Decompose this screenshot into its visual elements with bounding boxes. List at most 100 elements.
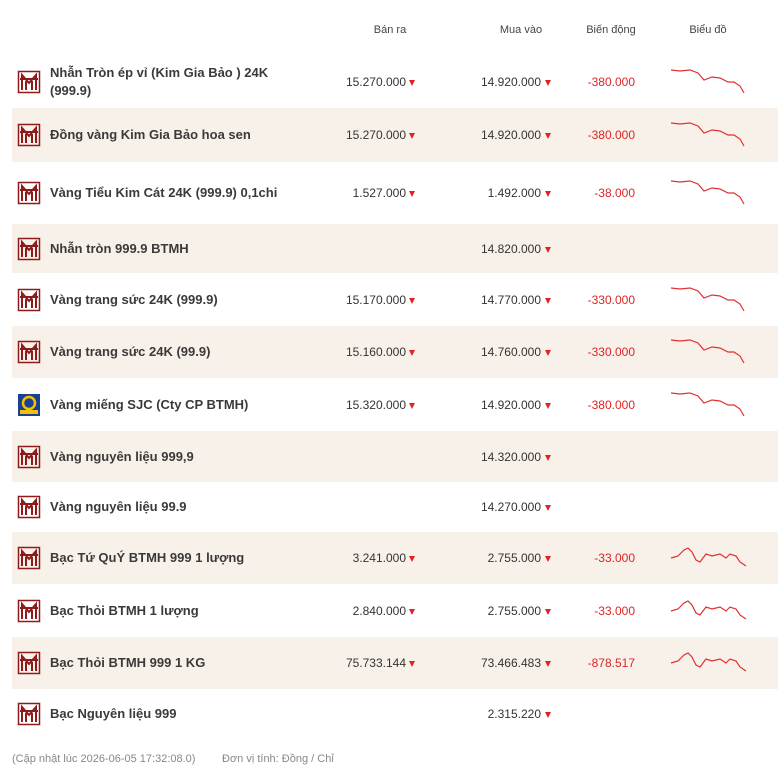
price-change: -33.000	[594, 551, 635, 565]
btmh-logo	[17, 237, 41, 260]
sell-price: 15.170.000	[345, 292, 406, 307]
down-arrow	[409, 350, 415, 356]
header-change: Biến động	[586, 24, 636, 36]
product-name: Nhẫn Tròn ép vỉ (Kim Gia Bảo ) 24K (999.…	[50, 64, 269, 98]
down-arrow	[409, 133, 415, 139]
table-row	[12, 532, 778, 584]
buy-price: 73.466.483	[480, 656, 541, 670]
btmh-logo	[17, 445, 41, 468]
price-change: -878.517	[587, 656, 635, 670]
product-name: Bạc Thỏi BTMH 999 1 KG	[50, 655, 206, 670]
price-change: -380.000	[587, 74, 635, 89]
down-arrow	[545, 191, 551, 197]
unit-note: Đơn vị tính: Đồng / Chỉ	[222, 753, 334, 765]
table-row	[12, 108, 778, 162]
product-name: Bạc Nguyên liệu 999	[50, 705, 177, 721]
product-name: Vàng trang sức 24K (99.9)	[50, 344, 211, 359]
btmh-logo	[17, 651, 41, 675]
sell-price: 75.733.144	[345, 656, 406, 670]
down-arrow	[545, 608, 551, 615]
sell-price: 2.840.000	[352, 603, 406, 618]
btmh-logo	[17, 123, 41, 147]
product-name: Bạc Thỏi BTMH 1 lượng	[50, 602, 199, 618]
sell-price: 15.270.000	[345, 128, 406, 142]
buy-price: 14.820.000	[480, 241, 541, 256]
table-row	[12, 326, 778, 378]
table-row	[12, 431, 778, 482]
buy-price: 14.920.000	[480, 74, 541, 89]
update-time: (Cập nhật lúc 2026-06-05 17:32:08.0)	[12, 753, 196, 765]
header-buy: Mua vào	[499, 24, 543, 36]
buy-price: 2.315.220	[487, 706, 541, 721]
sparkline	[670, 286, 745, 311]
down-arrow	[409, 191, 415, 197]
sparkline	[670, 68, 745, 93]
buy-price: 1.492.000	[487, 186, 541, 200]
product-name: Bạc Tứ QuÝ BTMH 999 1 lượng	[50, 550, 245, 565]
down-arrow	[545, 556, 551, 562]
sparkline	[670, 339, 745, 364]
price-change: -380.000	[587, 397, 635, 412]
price-change: -380.000	[587, 128, 635, 142]
btmh-logo	[17, 181, 41, 205]
btmh-logo	[17, 70, 41, 93]
header-sell: Bán ra	[373, 24, 407, 36]
down-arrow	[409, 402, 415, 409]
header-chart: Biểu đồ	[689, 24, 727, 36]
down-arrow	[545, 133, 551, 139]
sell-price: 15.160.000	[345, 345, 406, 359]
btmh-logo	[17, 599, 41, 622]
product-name: Đồng vàng Kim Gia Bảo hoa sen	[50, 127, 251, 142]
table-row	[12, 637, 778, 689]
product-name: Vàng nguyên liệu 99.9	[50, 499, 187, 514]
sell-price: 1.527.000	[352, 186, 406, 200]
down-arrow	[545, 402, 551, 409]
down-arrow	[409, 608, 415, 615]
down-arrow	[409, 297, 415, 304]
price-change: -38.000	[594, 186, 635, 200]
buy-price: 2.755.000	[487, 551, 541, 565]
buy-price: 14.320.000	[480, 449, 541, 464]
btmh-logo	[17, 546, 41, 570]
buy-price: 14.920.000	[480, 397, 541, 412]
price-change: -330.000	[587, 345, 635, 359]
sparkline	[670, 391, 745, 416]
sparkline	[670, 180, 745, 205]
down-arrow	[409, 79, 415, 86]
table-row	[12, 224, 778, 273]
price-change: -33.000	[594, 603, 635, 618]
sell-price: 3.241.000	[352, 551, 406, 565]
product-name: Vàng nguyên liệu 999,9	[50, 448, 194, 464]
down-arrow	[545, 246, 551, 253]
down-arrow	[409, 661, 415, 667]
sjc-logo	[18, 393, 40, 416]
sparkline	[670, 599, 747, 619]
down-arrow	[409, 556, 415, 562]
down-arrow	[545, 79, 551, 86]
btmh-logo	[17, 702, 41, 725]
product-name: Vàng miếng SJC (Cty CP BTMH)	[50, 396, 249, 412]
sparkline	[670, 547, 747, 567]
down-arrow	[545, 711, 551, 718]
down-arrow	[545, 350, 551, 356]
btmh-logo	[17, 288, 41, 311]
buy-price: 14.760.000	[480, 345, 541, 359]
btmh-logo	[17, 340, 41, 364]
sparkline	[670, 122, 745, 147]
sell-price: 15.270.000	[345, 74, 406, 89]
down-arrow	[545, 297, 551, 304]
buy-price: 14.920.000	[480, 128, 541, 142]
buy-price: 14.270.000	[480, 500, 541, 514]
sell-price: 15.320.000	[345, 397, 406, 412]
product-name: Vàng trang sức 24K (999.9)	[50, 291, 218, 307]
buy-price: 14.770.000	[480, 292, 541, 307]
down-arrow	[545, 505, 551, 511]
product-name: Vàng Tiểu Kim Cát 24K (999.9) 0,1chi	[50, 185, 278, 200]
down-arrow	[545, 661, 551, 667]
down-arrow	[545, 454, 551, 461]
sparkline	[670, 652, 747, 672]
btmh-logo	[17, 495, 41, 519]
price-change: -330.000	[587, 292, 635, 307]
product-name: Nhẫn tròn 999.9 BTMH	[50, 240, 189, 256]
